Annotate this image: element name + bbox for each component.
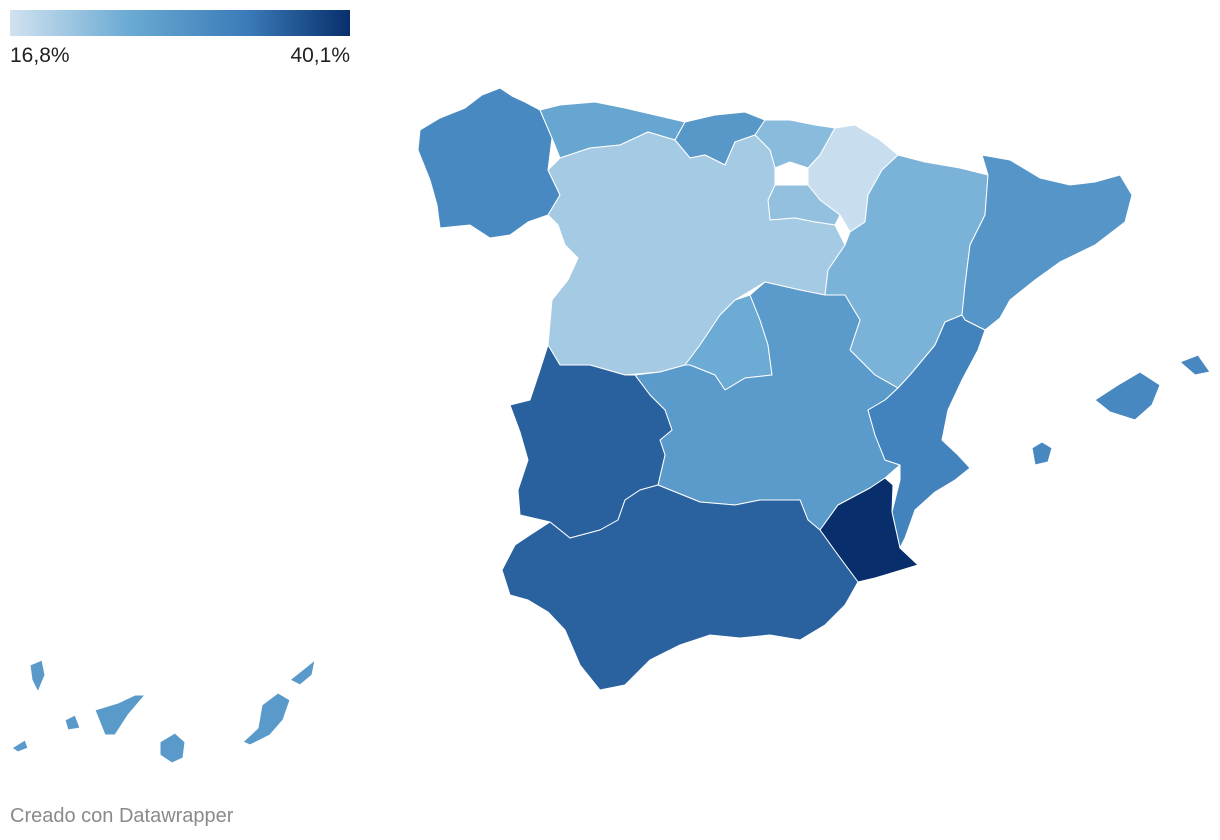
region-galicia[interactable] (417, 87, 561, 239)
credit-text: Creado con Datawrapper (10, 805, 234, 827)
region-andalucia[interactable] (501, 484, 859, 691)
region-cataluna[interactable] (961, 154, 1133, 331)
legend-gradient-bar (10, 10, 350, 36)
color-legend: 16,8% 40,1% (10, 10, 350, 69)
region-baleares[interactable] (1031, 354, 1211, 466)
region-canarias[interactable] (11, 659, 316, 764)
legend-min-label: 16,8% (10, 44, 70, 67)
region-valencia[interactable] (867, 314, 986, 549)
legend-max-label: 40,1% (290, 44, 350, 67)
